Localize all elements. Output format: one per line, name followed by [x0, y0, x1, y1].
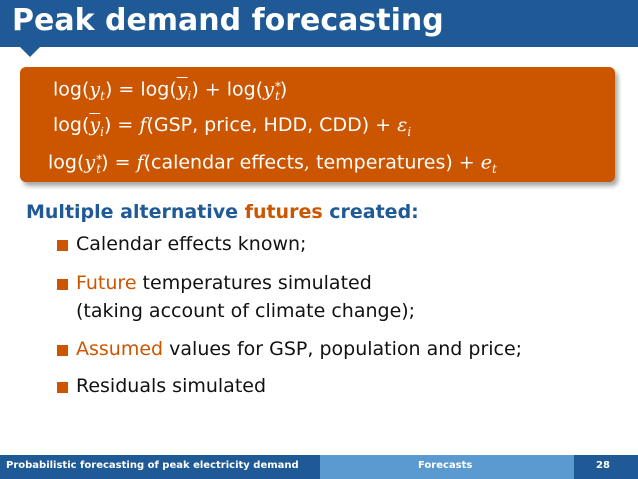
eq3-equals: =	[114, 151, 131, 174]
equation-2: log(yi) = f(GSP, price, HDD, CDD) + εi	[53, 114, 412, 139]
eq2-args: GSP, price, HDD, CDD	[153, 114, 362, 136]
eq3-args2: temperatures	[316, 151, 446, 174]
eq2-f: f	[139, 114, 147, 136]
title-notch	[19, 46, 41, 57]
eq3-plus: +	[458, 151, 475, 174]
bullet-1-text: Calendar effects known;	[76, 233, 307, 255]
bullet-2-accent: Future	[76, 272, 137, 294]
bullet-3-text: values for GSP, population and price;	[163, 338, 523, 360]
bullet-item-2-line2: (taking account of climate change);	[76, 300, 415, 322]
eq1-r1-fn: log	[140, 78, 170, 101]
bullet-item-4: Residuals simulated	[76, 375, 266, 397]
equation-box: log(yt) = log(yi) + log(y∗t) log(yi) = f…	[20, 67, 615, 182]
bullet-2-line2: (taking account of climate change);	[76, 300, 416, 322]
eq1-lhs-sub: t	[100, 89, 105, 104]
eq2-err: ε	[397, 114, 408, 136]
bullet-item-2: Future temperatures simulated	[76, 272, 372, 294]
bullet-2-text: temperatures simulated	[136, 272, 372, 294]
bullet-marker	[57, 240, 68, 251]
eq2-lhs-sub: i	[100, 124, 104, 139]
eq3-args1: calendar effects	[151, 151, 304, 174]
bullet-item-1: Calendar effects known;	[76, 233, 306, 255]
footer-section: Forecasts	[418, 460, 473, 471]
title-bar: Peak demand forecasting	[0, 0, 638, 47]
bullet-marker	[57, 382, 68, 393]
eq1-r2-sup: ∗	[273, 77, 283, 91]
eq3-lhs-sup: ∗	[95, 150, 104, 164]
eq2-plus: +	[375, 114, 392, 136]
slide-title: Peak demand forecasting	[12, 3, 444, 38]
eq3-f: f	[136, 151, 144, 174]
eq1-r2-sub: t	[275, 89, 280, 104]
eq2-lhs-var: y	[89, 114, 101, 136]
eq1-lhs-fn: log	[53, 78, 82, 101]
eq3-comma: ,	[303, 151, 310, 174]
heading-part2: created:	[322, 201, 419, 223]
footer-bar: Probabilistic forecasting of peak electr…	[0, 455, 638, 479]
eq3-lhs-sub: t	[96, 162, 102, 177]
footer-page-number: 28	[596, 460, 610, 471]
footer-title: Probabilistic forecasting of peak electr…	[6, 460, 299, 471]
equation-1: log(yt) = log(yi) + log(y∗t)	[53, 77, 288, 104]
eq1-r2-var: y	[263, 78, 274, 101]
eq2-lhs-fn: log	[53, 114, 82, 136]
footer-right-panel: 28	[574, 455, 638, 479]
eq3-lhs-var: y	[84, 151, 96, 174]
eq1-plus: +	[204, 78, 221, 101]
bullet-4-text: Residuals simulated	[76, 375, 267, 397]
eq1-equals: =	[118, 78, 135, 101]
section-heading: Multiple alternative futures created:	[26, 201, 419, 223]
eq1-r2-fn: log	[226, 78, 256, 101]
eq3-lhs-fn: log	[48, 151, 77, 174]
eq3-err-sub: t	[492, 162, 497, 177]
heading-part1: Multiple alternative	[26, 201, 245, 223]
bullet-3-accent: Assumed	[76, 338, 164, 360]
eq2-equals: =	[117, 114, 134, 136]
footer-left-panel: Probabilistic forecasting of peak electr…	[0, 455, 320, 479]
bullet-marker	[57, 279, 68, 290]
bullet-marker	[57, 345, 68, 356]
eq1-r1-sub: i	[187, 89, 192, 104]
bullet-item-3: Assumed values for GSP, population and p…	[76, 338, 522, 360]
eq1-lhs-var: y	[89, 78, 101, 101]
eq1-r1-var: y	[176, 78, 188, 101]
heading-accent: futures	[244, 201, 323, 223]
footer-middle-panel: Forecasts	[320, 455, 574, 479]
equation-3: log(y∗t) = f(calendar effects, temperatu…	[48, 150, 497, 177]
eq3-err: e	[480, 151, 493, 174]
eq2-err-sub: i	[407, 124, 412, 139]
